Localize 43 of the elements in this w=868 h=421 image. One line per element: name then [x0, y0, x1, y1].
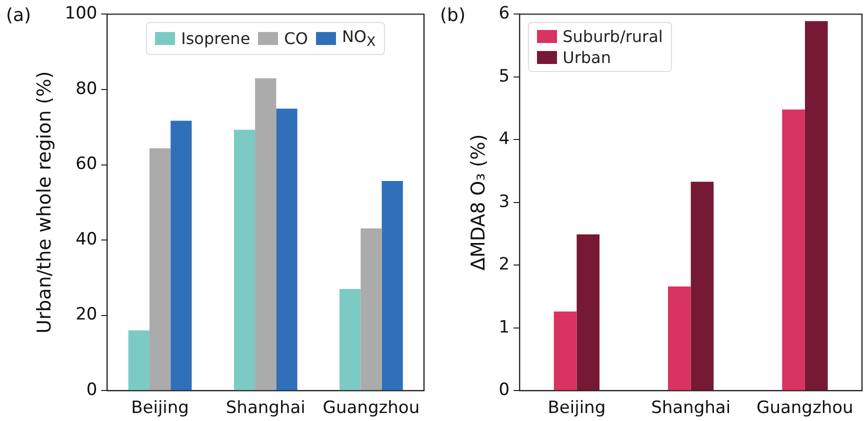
- y-tick-label: 60: [76, 154, 98, 174]
- legend-label: Isoprene: [181, 29, 250, 48]
- chart-title: (b): [440, 4, 466, 26]
- bar: [128, 330, 150, 390]
- legend-label: Suburb/rural: [562, 27, 663, 46]
- y-tick-label: 4: [498, 129, 510, 150]
- legend-label: NO$_{X}$: [342, 27, 376, 50]
- chart-title: (a): [6, 4, 32, 26]
- y-tick-label: 0: [498, 380, 510, 400]
- bar: [668, 286, 691, 390]
- x-tick-label: Beijing: [131, 398, 189, 418]
- bar: [782, 110, 805, 390]
- y-tick-label: 2: [498, 254, 510, 275]
- legend-label: CO: [284, 29, 308, 48]
- bar: [340, 288, 361, 390]
- bar: [360, 228, 382, 390]
- y-tick-label: 6: [498, 4, 510, 24]
- bar: [554, 312, 577, 390]
- bar: [276, 108, 298, 390]
- y-tick-label: 5: [498, 66, 510, 86]
- bar: [690, 182, 714, 390]
- x-tick-label: Shanghai: [226, 398, 306, 418]
- bar: [804, 21, 828, 390]
- y-tick-label: 3: [498, 192, 510, 212]
- bar: [170, 120, 192, 390]
- legend-label: Urban: [562, 48, 611, 68]
- x-tick-label: Shanghai: [651, 398, 731, 418]
- y-tick-label: 80: [76, 78, 98, 99]
- y-tick-label: 0: [86, 380, 98, 400]
- bar: [149, 148, 171, 390]
- y-axis-title: ΔMDA8 O₃ (%): [467, 134, 490, 271]
- bar: [382, 180, 403, 390]
- y-tick-label: 1: [498, 317, 510, 338]
- bar: [576, 234, 600, 390]
- x-tick-label: Guangzhou: [322, 398, 420, 418]
- y-tick-label: 40: [76, 229, 98, 250]
- x-tick-label: Guangzhou: [756, 398, 854, 418]
- x-tick-label: Beijing: [548, 398, 606, 418]
- bar: [255, 78, 276, 390]
- y-tick-label: 100: [64, 4, 98, 24]
- y-tick-label: 20: [76, 304, 98, 325]
- y-axis-title: Urban/the whole region (%): [33, 71, 56, 334]
- bar: [234, 130, 256, 390]
